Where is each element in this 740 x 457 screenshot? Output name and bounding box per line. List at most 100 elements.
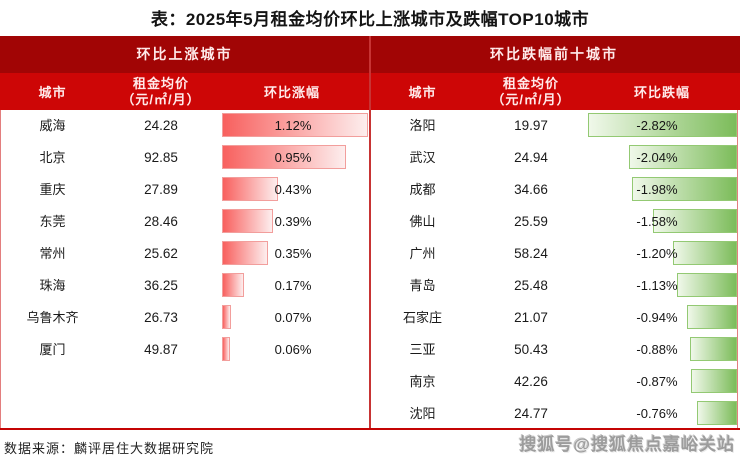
city-cell: 佛山: [409, 214, 436, 229]
price-cell: 28.46: [144, 214, 178, 229]
city-cell: 沈阳: [409, 406, 436, 421]
rise-column-headers: 城市 租金均价 （元/㎡/月） 环比涨幅: [0, 73, 369, 110]
col-header-city: 城市: [38, 85, 67, 100]
rise-change-bar: [222, 209, 273, 233]
table-row: 厦门 49.87 0.06%: [0, 334, 369, 366]
city-cell: 常州: [39, 246, 66, 261]
table-row: 重庆 27.89 0.43%: [0, 174, 369, 206]
city-cell: 青岛: [409, 278, 436, 293]
change-label: -0.76%: [636, 406, 678, 421]
fall-table-body: 洛阳 19.97 -2.82% 武汉 24.94 -2.04% 成都 34.66 -1.98% 佛…: [370, 110, 738, 430]
city-cell: 成都: [409, 182, 436, 197]
table-row: 武汉 24.94 -2.04%: [370, 142, 738, 174]
col-header-price-line2: （元/㎡/月）: [491, 91, 571, 107]
city-cell: 广州: [409, 246, 436, 261]
change-label: -2.04%: [636, 150, 678, 165]
change-label: 0.17%: [274, 278, 312, 293]
table-row: 三亚 50.43 -0.88%: [370, 334, 738, 366]
price-cell: 24.28: [144, 118, 178, 133]
table-row: 广州 58.24 -1.20%: [370, 238, 738, 270]
table-row: 乌鲁木齐 26.73 0.07%: [0, 302, 369, 334]
rent-comparison-table: 环比上涨城市 环比跌幅前十城市 城市 租金均价 （元/㎡/月） 环比涨幅 城市 …: [0, 36, 740, 430]
rise-change-bar: [222, 145, 346, 169]
price-cell: 25.62: [144, 246, 178, 261]
table-row: 洛阳 19.97 -2.82%: [370, 110, 738, 142]
price-cell: 58.24: [514, 246, 548, 261]
city-cell: 三亚: [409, 342, 436, 357]
change-label: -1.20%: [636, 246, 678, 261]
price-cell: 92.85: [144, 150, 178, 165]
rise-change-bar: [222, 241, 268, 265]
fall-change-bar: [629, 145, 737, 169]
rise-change-bar: [222, 113, 368, 137]
col-header-city: 城市: [408, 85, 437, 100]
change-label: 0.07%: [274, 310, 312, 325]
rise-change-bar: [222, 305, 231, 329]
city-cell: 厦门: [39, 342, 66, 357]
price-cell: 19.97: [514, 118, 548, 133]
col-header-price-line2: （元/㎡/月）: [121, 91, 201, 107]
change-label: -2.82%: [636, 118, 678, 133]
panel-divider: [368, 36, 371, 428]
table-row: 佛山 25.59 -1.58%: [370, 206, 738, 238]
rise-change-bar: [222, 177, 278, 201]
fall-change-bar: [697, 401, 737, 425]
price-cell: 50.43: [514, 342, 548, 357]
city-cell: 北京: [39, 150, 66, 165]
col-header-rise-change: 环比涨幅: [263, 85, 320, 100]
col-header-price: 租金均价 （元/㎡/月）: [475, 73, 587, 110]
table-row: 沈阳 24.77 -0.76%: [370, 398, 738, 430]
source-note: 数据来源：麟评居住大数据研究院: [4, 441, 215, 456]
fall-change-bar: [687, 305, 737, 329]
page-title: 表：2025年5月租金均价环比上涨城市及跌幅TOP10城市: [150, 10, 590, 29]
col-header-price-line1: 租金均价: [502, 75, 559, 91]
rise-table-body: 威海 24.28 1.12% 北京 92.85 0.95% 重庆 27.89 0.43% 东莞 28…: [0, 110, 369, 430]
table-right-border: [737, 110, 738, 428]
price-cell: 24.77: [514, 406, 548, 421]
city-cell: 武汉: [409, 150, 436, 165]
price-cell: 49.87: [144, 342, 178, 357]
fall-column-headers: 城市 租金均价 （元/㎡/月） 环比跌幅: [370, 73, 738, 110]
city-cell: 洛阳: [409, 118, 436, 133]
change-label: 1.12%: [274, 118, 312, 133]
price-cell: 36.25: [144, 278, 178, 293]
city-cell: 珠海: [39, 278, 66, 293]
price-cell: 34.66: [514, 182, 548, 197]
table-row: 南京 42.26 -0.87%: [370, 366, 738, 398]
fall-change-bar: [653, 209, 737, 233]
rise-change-bar: [222, 337, 230, 361]
col-header-price-line1: 租金均价: [132, 75, 189, 91]
price-cell: 21.07: [514, 310, 548, 325]
city-cell: 南京: [409, 374, 436, 389]
watermark: 搜狐号@搜狐焦点嘉峪关站: [519, 435, 735, 454]
fall-change-bar: [673, 241, 737, 265]
change-label: 0.39%: [274, 214, 312, 229]
change-label: -1.98%: [636, 182, 678, 197]
fall-change-bar: [677, 273, 737, 297]
price-cell: 25.48: [514, 278, 548, 293]
fall-change-bar: [632, 177, 737, 201]
table-row: 北京 92.85 0.95%: [0, 142, 369, 174]
city-cell: 石家庄: [402, 310, 442, 325]
change-label: -1.58%: [636, 214, 678, 229]
price-cell: 24.94: [514, 150, 548, 165]
table-bottom-border: [0, 428, 740, 430]
table-row: 东莞 28.46 0.39%: [0, 206, 369, 238]
change-label: 0.06%: [274, 342, 312, 357]
price-cell: 42.26: [514, 374, 548, 389]
change-label: -0.87%: [636, 374, 678, 389]
city-cell: 东莞: [39, 214, 66, 229]
table-row: 石家庄 21.07 -0.94%: [370, 302, 738, 334]
col-header-fall-change: 环比跌幅: [633, 85, 690, 100]
rise-change-bar: [222, 273, 244, 297]
fall-change-bar: [588, 113, 737, 137]
city-cell: 威海: [39, 118, 66, 133]
col-header-price: 租金均价 （元/㎡/月）: [105, 73, 217, 110]
change-label: 0.95%: [274, 150, 312, 165]
change-label: 0.35%: [274, 246, 312, 261]
table-row: 常州 25.62 0.35%: [0, 238, 369, 270]
table-left-border: [0, 110, 1, 428]
change-label: 0.43%: [274, 182, 312, 197]
change-label: -0.94%: [636, 310, 678, 325]
